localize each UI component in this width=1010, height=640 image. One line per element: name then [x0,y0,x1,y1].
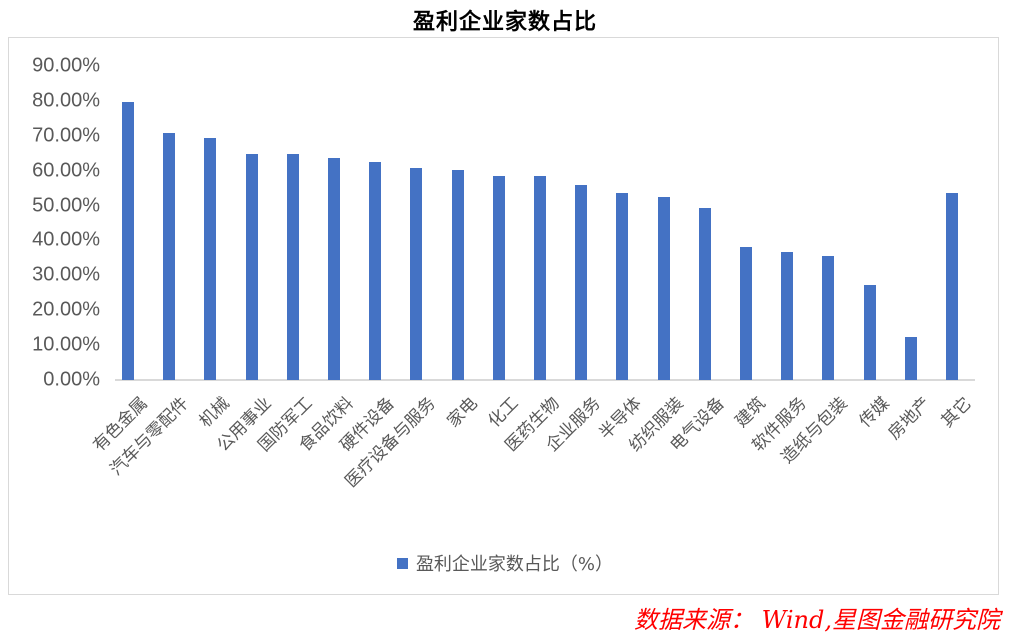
data-source-note: 数据来源： Wind,星图金融研究院 [634,606,1000,634]
y-tick-label: 20.00% [32,298,100,321]
bar [863,284,876,380]
y-tick-label: 0.00% [43,368,100,391]
bar [286,154,299,380]
y-tick-label: 70.00% [32,124,100,147]
bar [122,101,134,380]
bar [451,170,464,380]
bar [204,137,217,380]
bar [946,193,958,380]
bar [822,256,835,380]
y-tick-label: 50.00% [32,194,100,217]
bar [781,251,794,380]
bar [698,207,711,380]
bar [657,196,670,380]
bar [163,132,176,380]
bar [904,337,917,380]
bar [328,158,340,380]
y-tick-label: 60.00% [32,159,100,182]
bar [740,247,752,380]
bar [575,185,588,380]
y-tick-label: 30.00% [32,263,100,286]
y-tick-label: 90.00% [32,54,100,77]
x-axis-line [115,379,975,381]
bar [616,192,629,380]
y-tick-label: 40.00% [32,228,100,251]
bar [534,175,546,380]
bar [492,175,505,380]
legend-label: 盈利企业家数占比（%） [415,554,614,575]
bar [369,161,382,380]
y-tick-label: 10.00% [32,333,100,356]
bar [245,153,258,380]
legend-swatch-icon [396,557,408,569]
bar [410,167,423,380]
chart-title: 盈利企业家数占比 [412,9,597,35]
y-tick-label: 80.00% [32,89,100,112]
legend: 盈利企业家数占比（%） [0,550,1010,576]
